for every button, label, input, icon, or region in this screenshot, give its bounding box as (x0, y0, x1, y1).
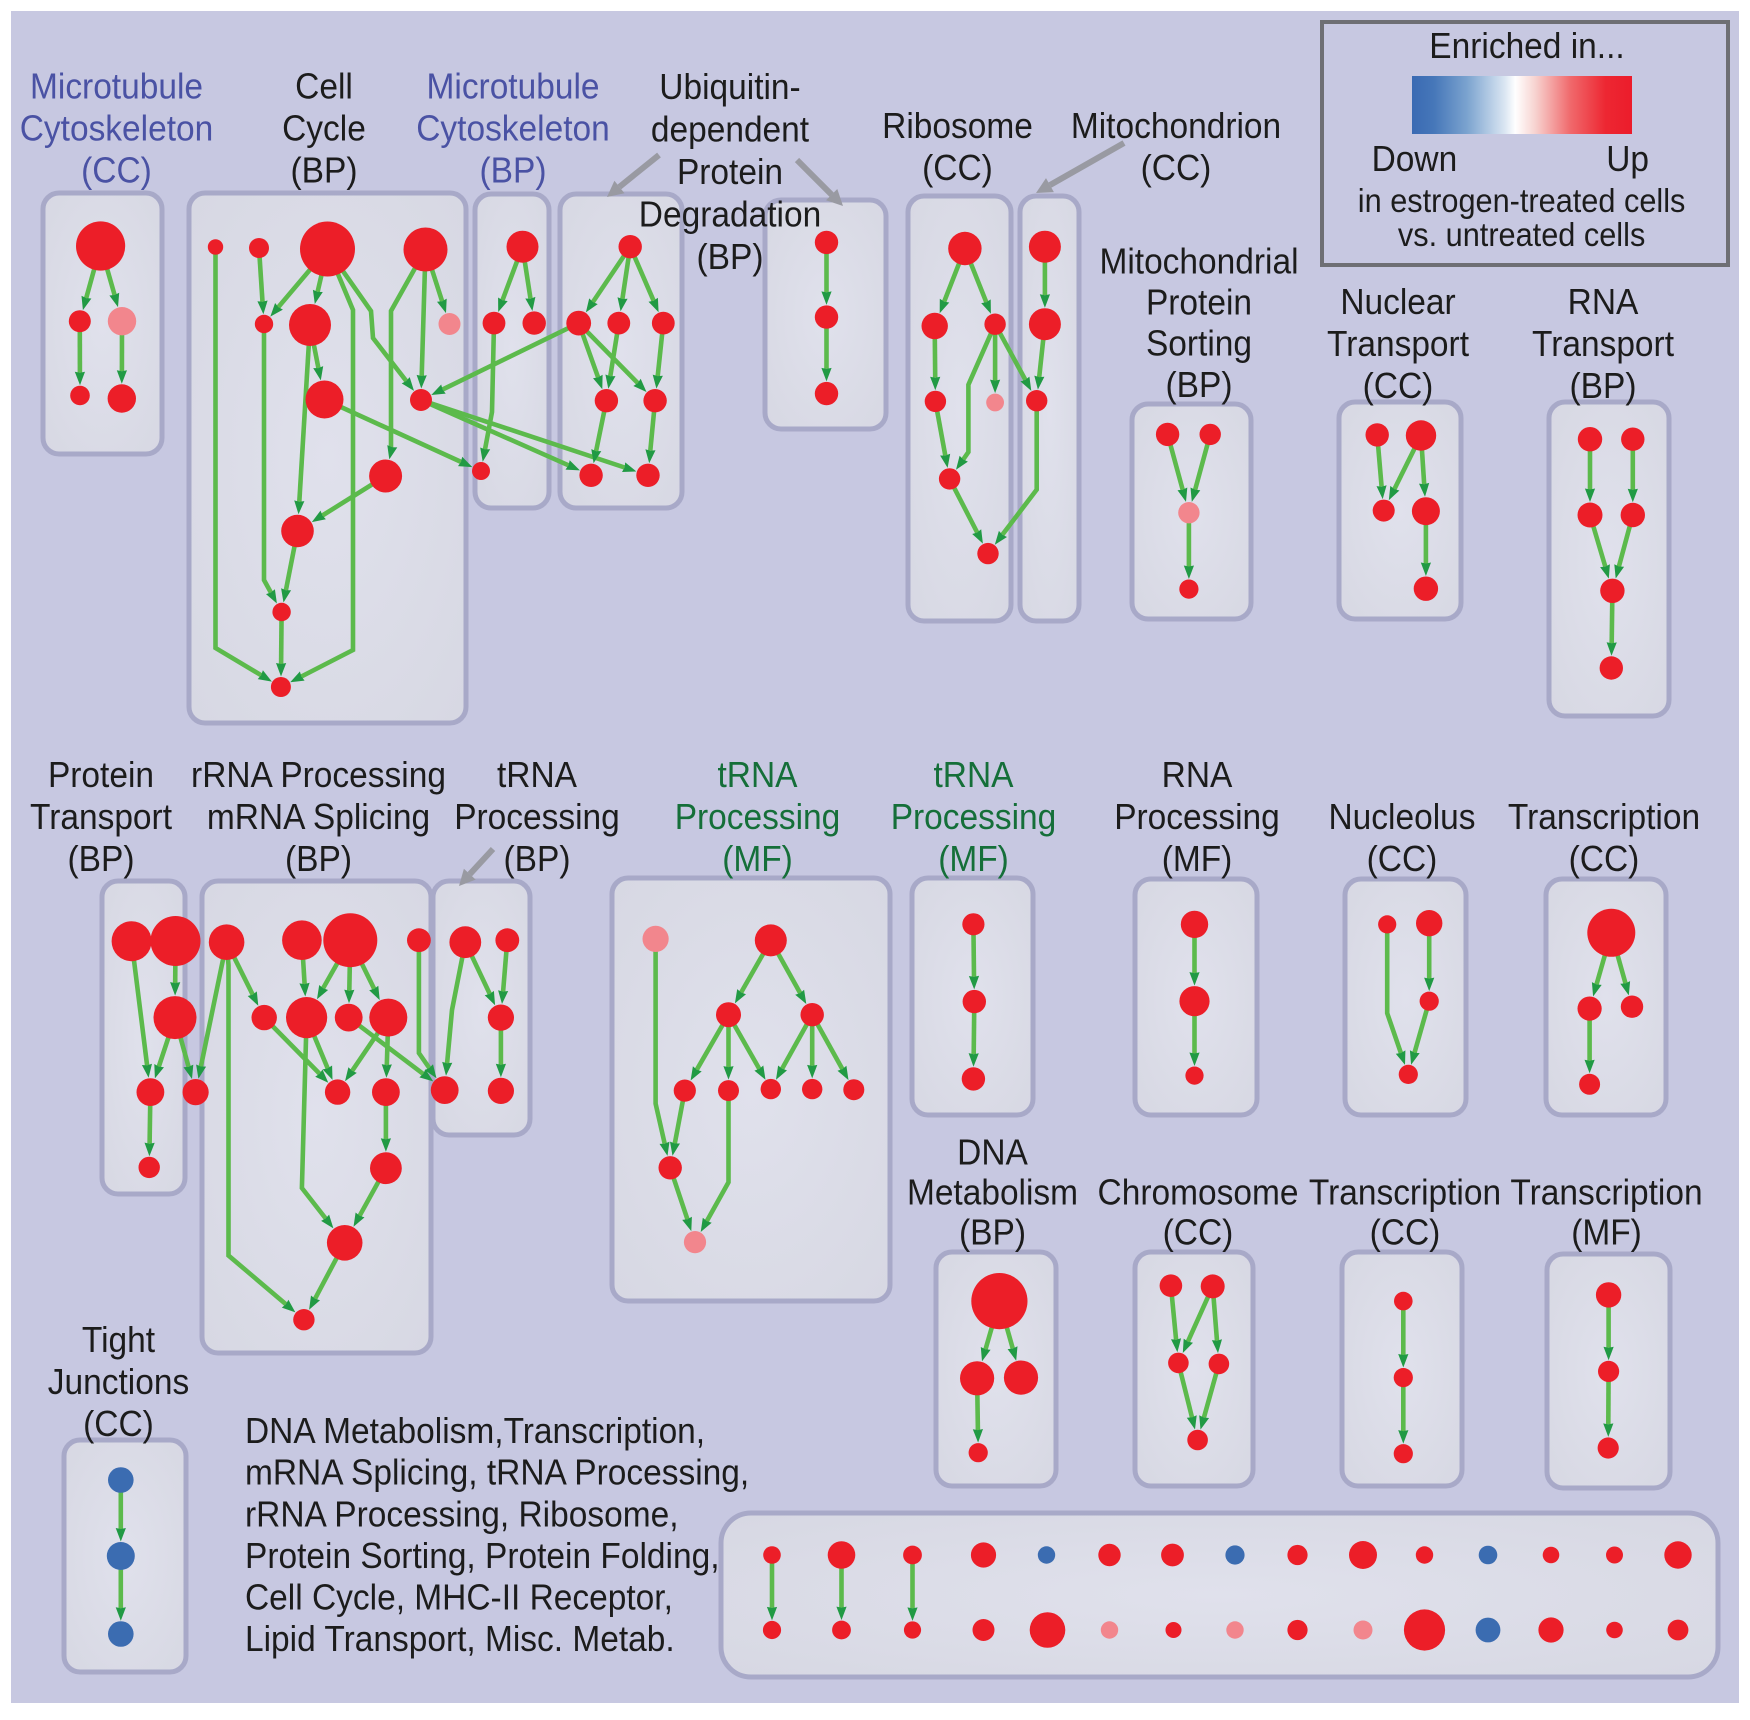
svg-text:(BP): (BP) (1166, 364, 1233, 405)
svg-text:Chromosome: Chromosome (1098, 1172, 1299, 1213)
svg-text:Transcription: Transcription (1508, 796, 1700, 837)
svg-text:(MF): (MF) (1571, 1212, 1642, 1253)
svg-text:Lipid Transport, Misc. Metab.: Lipid Transport, Misc. Metab. (245, 1618, 675, 1659)
svg-text:tRNA: tRNA (718, 754, 798, 795)
svg-text:in estrogen-treated cells: in estrogen-treated cells (1358, 182, 1686, 219)
svg-text:Transcription: Transcription (1510, 1172, 1702, 1213)
svg-text:Down: Down (1372, 138, 1458, 179)
svg-text:Protein Sorting, Protein Foldi: Protein Sorting, Protein Folding, (245, 1535, 720, 1576)
svg-text:(CC): (CC) (1141, 147, 1212, 188)
svg-text:Enriched in...: Enriched in... (1429, 25, 1624, 66)
svg-text:Transport: Transport (1532, 323, 1674, 364)
svg-text:DNA Metabolism,Transcription,: DNA Metabolism,Transcription, (245, 1410, 705, 1451)
svg-text:Processing: Processing (891, 796, 1057, 837)
svg-text:(CC): (CC) (83, 1403, 154, 1444)
svg-text:tRNA: tRNA (497, 754, 577, 795)
svg-text:Cytoskeleton: Cytoskeleton (416, 108, 610, 149)
svg-text:Tight: Tight (82, 1319, 155, 1360)
svg-text:(BP): (BP) (504, 838, 571, 879)
svg-text:Cytoskeleton: Cytoskeleton (20, 108, 214, 149)
svg-text:rRNA Processing: rRNA Processing (191, 754, 446, 795)
svg-text:Cycle: Cycle (282, 108, 366, 149)
svg-text:Processing: Processing (454, 796, 620, 837)
svg-text:RNA: RNA (1162, 754, 1233, 795)
svg-text:(BP): (BP) (697, 236, 764, 277)
svg-text:mRNA Splicing, tRNA Processing: mRNA Splicing, tRNA Processing, (245, 1452, 749, 1493)
svg-text:(MF): (MF) (1162, 838, 1233, 879)
svg-text:(BP): (BP) (959, 1212, 1026, 1253)
svg-text:(CC): (CC) (1569, 838, 1640, 879)
svg-text:Processing: Processing (1114, 796, 1280, 837)
svg-text:DNA: DNA (957, 1132, 1028, 1173)
svg-text:Protein: Protein (48, 754, 154, 795)
svg-text:Transport: Transport (1327, 323, 1469, 364)
svg-text:(BP): (BP) (480, 150, 547, 191)
svg-text:Metabolism: Metabolism (907, 1172, 1078, 1213)
svg-text:tRNA: tRNA (934, 754, 1014, 795)
svg-text:(CC): (CC) (81, 150, 152, 191)
svg-text:Cell: Cell (295, 66, 353, 107)
svg-text:dependent: dependent (651, 109, 809, 150)
svg-text:Degradation: Degradation (639, 194, 821, 235)
svg-text:RNA: RNA (1568, 281, 1639, 322)
svg-text:(CC): (CC) (1163, 1212, 1234, 1253)
svg-text:Sorting: Sorting (1146, 323, 1252, 364)
svg-text:(CC): (CC) (1363, 365, 1434, 406)
svg-text:(CC): (CC) (1367, 838, 1438, 879)
svg-text:(MF): (MF) (938, 838, 1009, 879)
svg-text:(BP): (BP) (291, 150, 358, 191)
svg-text:(CC): (CC) (922, 147, 993, 188)
svg-text:(MF): (MF) (722, 838, 793, 879)
svg-text:(BP): (BP) (1570, 365, 1637, 406)
svg-text:Mitochondrial: Mitochondrial (1099, 241, 1298, 282)
svg-text:Ribosome: Ribosome (882, 105, 1033, 146)
svg-text:Protein: Protein (1146, 282, 1252, 323)
svg-text:Transport: Transport (30, 796, 172, 837)
svg-text:Protein: Protein (677, 151, 783, 192)
svg-text:Nucleolus: Nucleolus (1329, 796, 1476, 837)
svg-text:mRNA Splicing: mRNA Splicing (207, 796, 430, 837)
svg-text:Transcription: Transcription (1309, 1172, 1501, 1213)
svg-text:Cell Cycle, MHC-II Receptor,: Cell Cycle, MHC-II Receptor, (245, 1577, 673, 1618)
svg-text:(BP): (BP) (285, 838, 352, 879)
svg-text:vs. untreated cells: vs. untreated cells (1398, 216, 1645, 253)
svg-text:(CC): (CC) (1370, 1212, 1441, 1253)
svg-text:Microtubule: Microtubule (427, 66, 600, 107)
svg-text:rRNA Processing, Ribosome,: rRNA Processing, Ribosome, (245, 1493, 679, 1534)
svg-text:(BP): (BP) (68, 838, 135, 879)
svg-text:Nuclear: Nuclear (1340, 281, 1455, 322)
svg-text:Ubiquitin-: Ubiquitin- (659, 66, 800, 107)
svg-text:Mitochondrion: Mitochondrion (1071, 105, 1281, 146)
svg-text:Microtubule: Microtubule (30, 66, 203, 107)
svg-text:Up: Up (1606, 138, 1649, 179)
svg-text:Processing: Processing (675, 796, 841, 837)
svg-text:Junctions: Junctions (48, 1361, 189, 1402)
